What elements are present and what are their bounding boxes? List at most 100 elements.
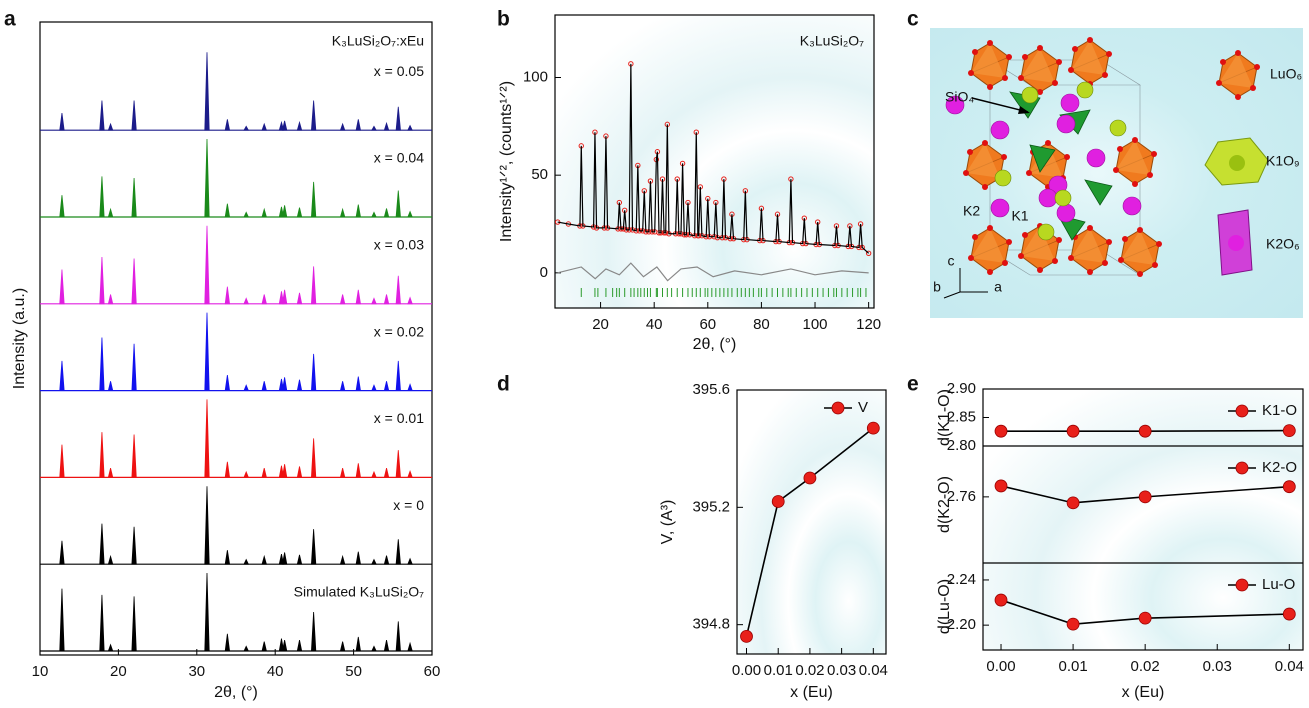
- annotation: K₃LuSi₂O₇: [800, 33, 864, 49]
- peak: [99, 337, 105, 392]
- peak: [131, 100, 137, 131]
- y-tick-label: 395.2: [692, 498, 730, 515]
- x-axis-label: 2θ, (°): [214, 684, 258, 701]
- x-axis-label: x (Eu): [790, 684, 833, 701]
- peak: [339, 207, 346, 218]
- structure-label: K1O₉: [1266, 153, 1300, 169]
- legend-label: K2-O: [1262, 459, 1297, 476]
- peak: [355, 289, 361, 305]
- peak: [355, 551, 361, 565]
- peak: [131, 177, 137, 218]
- panel-label: e: [907, 373, 919, 396]
- peak: [243, 297, 249, 305]
- y-tick-label: 50: [531, 166, 548, 183]
- peak: [204, 486, 210, 565]
- point: [1282, 424, 1296, 438]
- point: [740, 630, 753, 643]
- peak: [243, 125, 250, 131]
- peak: [59, 112, 65, 131]
- structure-label: K2O₆: [1266, 236, 1300, 252]
- peak: [131, 343, 137, 392]
- peak: [281, 377, 288, 392]
- peak: [407, 383, 413, 392]
- peak: [224, 119, 231, 131]
- peak: [310, 266, 317, 305]
- point: [771, 495, 785, 508]
- peak: [310, 438, 317, 478]
- point: [803, 471, 817, 485]
- series-line: [1001, 429, 1290, 432]
- peak: [310, 181, 317, 218]
- panel-label: d: [497, 373, 510, 396]
- y-axis-label: d(K1-O): [936, 389, 953, 446]
- peak: [107, 122, 114, 131]
- peak: [281, 205, 288, 218]
- peak: [243, 211, 250, 218]
- peak: [371, 297, 377, 305]
- series-label: x = 0.01: [374, 410, 424, 426]
- peak: [355, 463, 361, 478]
- peak: [224, 550, 231, 565]
- peak: [204, 399, 210, 478]
- x-tick-label: 50: [345, 663, 362, 680]
- series-label: x = 0.03: [374, 237, 424, 253]
- peak: [59, 588, 65, 652]
- series-label: Simulated K₃LuSi₂O₇: [294, 584, 425, 600]
- y-axis-label: d(K2-O): [936, 476, 953, 533]
- peak: [383, 121, 390, 131]
- peak: [310, 611, 317, 652]
- peak: [371, 470, 377, 478]
- peak: [107, 643, 114, 652]
- peak: [395, 539, 401, 565]
- peak: [224, 461, 231, 478]
- peak: [296, 554, 303, 565]
- peak: [107, 207, 114, 218]
- peak: [278, 638, 285, 652]
- legend-label: V: [858, 399, 868, 416]
- peak: [296, 640, 303, 652]
- panel-label: c: [907, 8, 919, 31]
- x-tick-label: 0.00: [986, 658, 1015, 675]
- series-label: x = 0.05: [374, 63, 424, 79]
- peak: [204, 52, 210, 131]
- k1-atoms: [994, 81, 1127, 241]
- watermark: [555, 15, 874, 308]
- peak: [383, 640, 390, 652]
- peak: [224, 203, 231, 218]
- point: [1282, 480, 1296, 494]
- point: [994, 479, 1008, 493]
- x-tick-label: 0.03: [1203, 658, 1232, 675]
- legend-marker: [1235, 404, 1249, 418]
- peak: [281, 120, 288, 131]
- peak: [339, 294, 346, 305]
- difference-line: [557, 262, 869, 282]
- series-line: [1000, 485, 1290, 504]
- peak: [59, 444, 65, 478]
- x-tick-label: 0.04: [1275, 658, 1304, 675]
- peak: [261, 554, 267, 565]
- peak: [395, 360, 401, 392]
- x-tick-label: 60: [424, 663, 441, 680]
- peak: [99, 176, 105, 218]
- legend-marker: [831, 401, 845, 415]
- peak: [261, 207, 267, 218]
- peak: [339, 122, 346, 131]
- peak: [99, 100, 105, 131]
- peak: [243, 558, 250, 565]
- legend-marker: [1235, 578, 1249, 592]
- x-axis-label: 2θ, (°): [693, 336, 737, 353]
- peak: [296, 120, 303, 131]
- plot-frame: [39, 21, 433, 656]
- x-tick-label: 0.02: [795, 662, 824, 679]
- peak: [99, 523, 105, 565]
- peak: [371, 384, 377, 392]
- peak: [339, 641, 346, 652]
- peak: [107, 554, 114, 565]
- peak: [281, 552, 288, 565]
- peak: [243, 645, 250, 652]
- peak: [383, 467, 390, 478]
- peak: [131, 526, 137, 565]
- panel-label: b: [497, 8, 510, 31]
